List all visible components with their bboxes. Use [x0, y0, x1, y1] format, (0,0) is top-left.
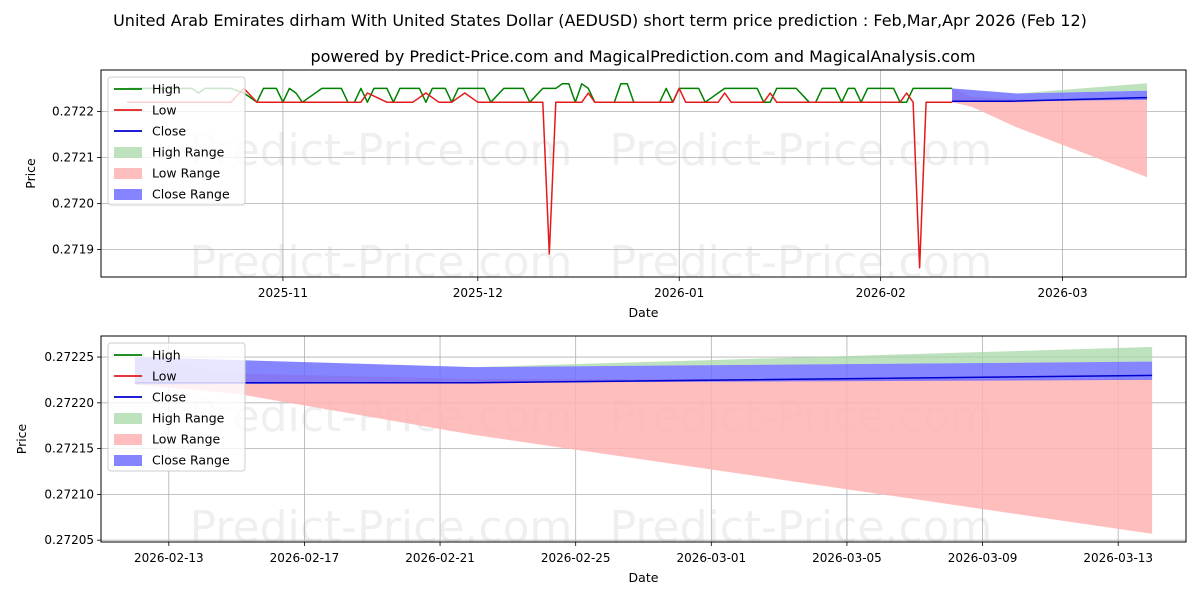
top-panel: Predict-Price.com Predict-Price.com Predic… [23, 69, 1187, 320]
legend-box [107, 342, 246, 472]
x-tick-label: 2026-02-25 [541, 551, 611, 565]
legend-swatch [114, 147, 142, 158]
legend-label: High [152, 82, 181, 97]
legend-label: Low Range [152, 166, 221, 181]
legend-label: High Range [152, 145, 225, 160]
x-tick-label: 2025-11 [258, 286, 308, 300]
low-range-band [134, 357, 1153, 534]
chart-subtitle: powered by Predict-Price.com and Magical… [310, 47, 975, 66]
low-series-line [127, 87, 953, 269]
chart-title: United Arab Emirates dirham With United … [113, 11, 1087, 30]
legend-label: Close Range [152, 453, 230, 468]
watermark-text: Predict-Price.com [610, 237, 993, 288]
close-series-line [952, 96, 1148, 103]
x-tick-label: 2026-03-01 [676, 551, 746, 565]
legend-label: Close Range [152, 187, 230, 202]
x-tick-label: 2025-12 [453, 286, 503, 300]
watermark-text: Predict-Price.com [610, 502, 993, 553]
legend-swatch [114, 189, 142, 200]
legend: High Low Close High Range Low Range Close Ran… [107, 76, 246, 206]
y-tick-label: 0.2721 [52, 150, 94, 164]
x-tick-label: 2026-03-05 [812, 551, 882, 565]
x-tick-label: 2026-03-13 [1083, 551, 1153, 565]
watermark-text: Predict-Price.com [190, 502, 573, 553]
legend-label: High [152, 348, 181, 363]
y-tick-label: 0.27205 [44, 533, 94, 547]
legend-label: Close [152, 390, 186, 405]
y-tick-label: 0.27215 [44, 442, 94, 456]
x-tick-label: 2026-01 [654, 286, 704, 300]
y-axis-label: Price [23, 158, 38, 189]
x-tick-label: 2026-02 [856, 286, 906, 300]
y-tick-label: 0.27210 [44, 487, 94, 501]
x-axis-label: Date [629, 570, 659, 585]
legend-label: Low [152, 369, 177, 384]
watermark-text: Predict-Price.com [190, 125, 573, 176]
legend-label: Close [152, 124, 186, 139]
high-range-band [134, 347, 1153, 368]
legend-swatch [114, 168, 142, 179]
legend: High Low Close High Range Low Range Close Ran… [107, 342, 246, 472]
close-series-line [134, 374, 1153, 384]
high-range-band [952, 83, 1147, 94]
legend-box [107, 76, 246, 206]
legend-label: High Range [152, 411, 225, 426]
plot-area [127, 83, 1148, 269]
legend-swatch [114, 413, 142, 424]
watermark-text: Predict-Price.com [610, 125, 993, 176]
legend-label: Low [152, 103, 177, 118]
high-series-line [127, 83, 953, 103]
watermark-text: Predict-Price.com [190, 237, 573, 288]
axes-frame [100, 335, 1187, 543]
low-range-band [952, 88, 1147, 178]
x-tick-label: 2026-03 [1037, 286, 1087, 300]
x-tick-label: 2026-02-17 [270, 551, 340, 565]
x-axis-label: Date [629, 305, 659, 320]
y-tick-label: 0.2722 [52, 104, 94, 118]
axes-frame [100, 69, 1187, 278]
y-tick-label: 0.2719 [52, 242, 94, 256]
x-tick-label: 2026-02-21 [405, 551, 475, 565]
y-tick-label: 0.27225 [44, 350, 94, 364]
y-axis-label: Price [14, 423, 29, 454]
y-tick-label: 0.2720 [52, 196, 94, 210]
plot-area [134, 347, 1153, 534]
legend-label: Low Range [152, 432, 221, 447]
bottom-panel: Predict-Price.comPredict-Price.comPredic… [14, 335, 1187, 585]
y-tick-label: 0.27220 [44, 396, 94, 410]
legend-swatch [114, 434, 142, 445]
x-tick-label: 2026-02-13 [134, 551, 204, 565]
legend-swatch [114, 455, 142, 466]
x-tick-label: 2026-03-09 [948, 551, 1018, 565]
